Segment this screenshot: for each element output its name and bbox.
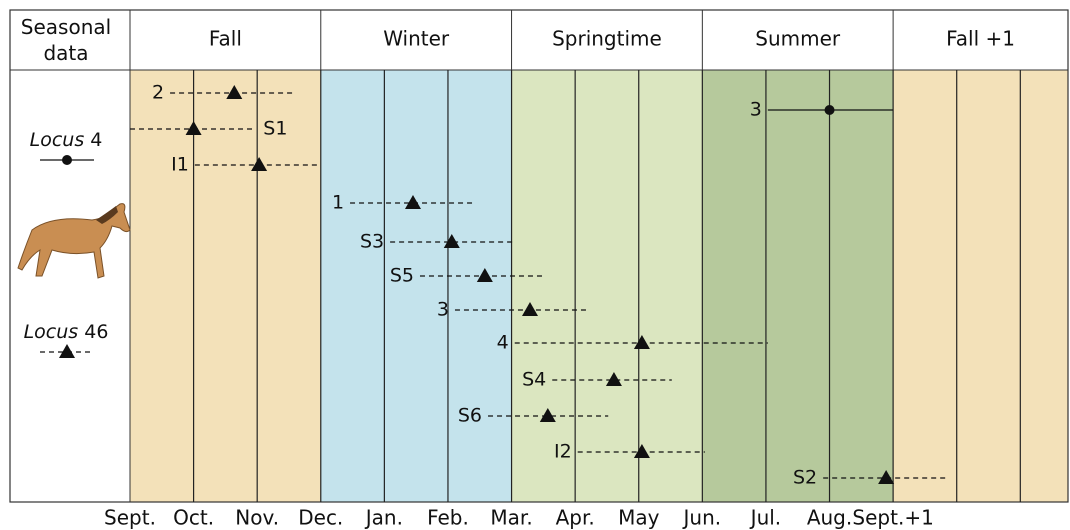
x-tick-label: Feb. <box>427 506 469 530</box>
row-label: 3 <box>437 299 449 321</box>
x-tick-label: Apr. <box>556 506 595 530</box>
row-label: 4 <box>497 332 509 354</box>
season-band <box>702 70 893 502</box>
season-band <box>893 70 1068 502</box>
x-tick-label: Sept. <box>104 506 156 530</box>
row-label: S1 <box>263 118 287 140</box>
legend-label: Locus 46 <box>24 321 109 343</box>
legend-label: Locus 4 <box>30 129 103 151</box>
legend-number: 4 <box>90 129 102 151</box>
row-label: 2 <box>152 82 164 104</box>
legend-marker <box>59 344 75 358</box>
season-label: Summer <box>755 27 841 51</box>
season-band <box>321 70 512 502</box>
row-label: I1 <box>171 154 189 176</box>
season-label: Springtime <box>552 27 662 51</box>
x-tick-label: Aug. <box>807 506 852 530</box>
row-label: S5 <box>390 265 414 287</box>
season-band <box>130 70 321 502</box>
x-tick-label: Jul. <box>749 506 782 530</box>
x-tick-label: Jun. <box>682 506 722 530</box>
marker-circle <box>825 105 835 115</box>
x-tick-label: Jan. <box>364 506 403 530</box>
x-tick-label: May <box>618 506 660 530</box>
season-label: Fall +1 <box>946 27 1015 51</box>
x-tick-label: Oct. <box>173 506 214 530</box>
season-label: Fall <box>209 27 242 51</box>
row-label: 1 <box>332 192 344 214</box>
x-tick-label: Dec. <box>298 506 343 530</box>
row-label: S6 <box>458 405 482 427</box>
row-label: S4 <box>522 369 546 391</box>
legend-marker <box>62 155 72 165</box>
row-label: 3 <box>750 99 762 121</box>
x-tick-label: Mar. <box>490 506 532 530</box>
row-label: S3 <box>360 231 384 253</box>
horse-illustration <box>18 204 130 278</box>
season-label: Winter <box>383 27 450 51</box>
x-tick-label: Nov. <box>235 506 279 530</box>
legend-name: Locus <box>30 129 85 151</box>
row-label: I2 <box>554 441 572 463</box>
row-label: S2 <box>793 467 817 489</box>
chart: Fall Winter Springtime Summer Fall +1 Sept. Oc… <box>0 0 1070 530</box>
x-tick-label: Sept.+1 <box>852 506 933 530</box>
legend-name: Locus <box>24 321 79 343</box>
legend-number: 46 <box>84 321 108 343</box>
season-band <box>512 70 703 502</box>
